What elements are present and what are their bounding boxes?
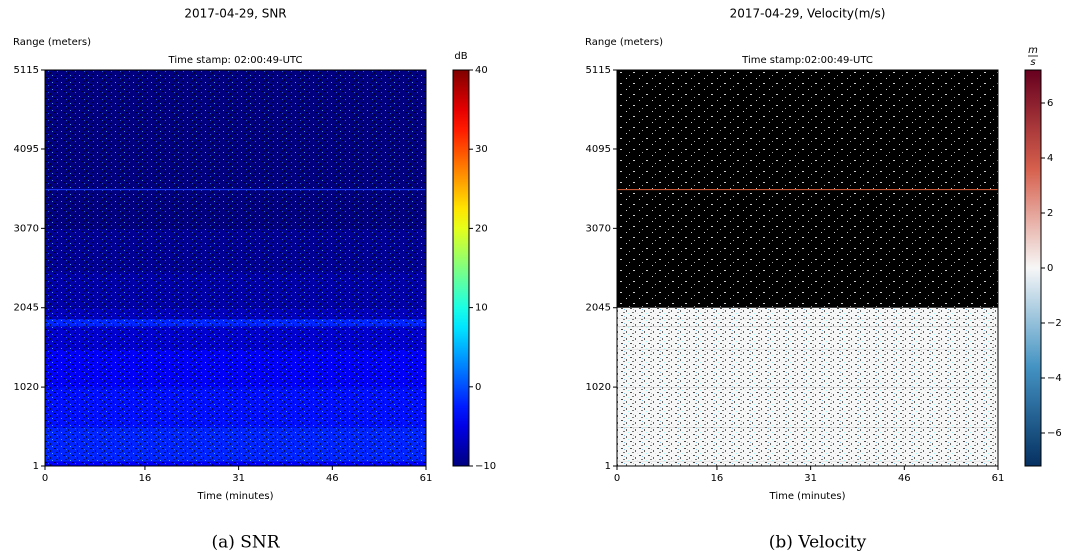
colorbar-tick-label: 4 <box>1047 153 1053 164</box>
band-texture <box>45 326 426 350</box>
y-axis-label: Range (meters) <box>585 37 663 48</box>
band-texture <box>617 326 998 350</box>
band-texture <box>617 349 998 388</box>
plot-frame <box>616 69 999 467</box>
x-tick-label: 46 <box>326 473 339 484</box>
colorbar-tick-label: 20 <box>475 223 488 234</box>
x-tick-label: 0 <box>42 473 48 484</box>
x-tick-label: 61 <box>420 473 433 484</box>
x-tick-label: 61 <box>992 473 1005 484</box>
y-tick-label: 1020 <box>14 382 39 393</box>
colorbar-label-den: s <box>1030 57 1035 68</box>
y-tick-label: 5115 <box>586 65 611 76</box>
x-tick-label: 46 <box>898 473 911 484</box>
colorbar-tick-label: 6 <box>1047 98 1053 109</box>
colorbar <box>452 69 470 467</box>
y-tick-label: 3070 <box>586 223 611 234</box>
band-texture <box>617 427 998 462</box>
y-tick-label: 1 <box>33 461 39 472</box>
band-texture <box>45 318 426 327</box>
band-texture <box>45 349 426 388</box>
caption: (b) Velocity <box>769 533 867 553</box>
colorbar-tick-label: 0 <box>1047 263 1053 274</box>
y-tick-label: 1020 <box>586 382 611 393</box>
chart-title: 2017-04-29, SNR <box>184 7 286 21</box>
colorbar <box>1024 69 1042 467</box>
band-texture <box>45 228 426 273</box>
colorbar-tick-label: 40 <box>475 65 488 76</box>
subtitle: Time stamp: 02:00:49-UTC <box>168 55 303 66</box>
colorbar-tick-label: 10 <box>475 303 488 314</box>
colorbar-label: dB <box>454 51 467 62</box>
x-tick-label: 31 <box>232 473 245 484</box>
y-tick-label: 2045 <box>586 303 611 314</box>
colorbar-label-num: m <box>1028 45 1038 56</box>
plot-frame <box>44 69 427 467</box>
y-tick-label: 3070 <box>14 223 39 234</box>
x-tick-label: 31 <box>804 473 817 484</box>
y-tick-label: 2045 <box>14 303 39 314</box>
colorbar-tick-label: 2 <box>1047 208 1053 219</box>
x-tick-label: 16 <box>711 473 724 484</box>
colorbar-tick-label: 0 <box>475 382 481 393</box>
x-tick-label: 0 <box>614 473 620 484</box>
band-texture <box>45 461 426 466</box>
band-texture <box>617 387 998 428</box>
y-tick-label: 1 <box>605 461 611 472</box>
y-tick-label: 5115 <box>14 65 39 76</box>
band-texture <box>617 461 998 466</box>
subtitle: Time stamp:02:00:49-UTC <box>741 55 873 66</box>
band-texture <box>45 70 426 229</box>
x-axis-label: Time (minutes) <box>769 491 846 502</box>
colorbar-tick-label: 30 <box>475 144 488 155</box>
y-axis-label: Range (meters) <box>13 37 91 48</box>
colorbar-tick-label: −4 <box>1047 373 1062 384</box>
band-texture <box>45 427 426 462</box>
colorbar-tick-label: −6 <box>1047 428 1062 439</box>
x-tick-label: 16 <box>139 473 152 484</box>
x-axis-label: Time (minutes) <box>197 491 274 502</box>
colorbar-tick-label: −2 <box>1047 318 1062 329</box>
band-texture <box>617 318 998 327</box>
band-texture <box>45 307 426 319</box>
y-tick-label: 4095 <box>14 144 39 155</box>
chart-title: 2017-04-29, Velocity(m/s) <box>730 7 886 21</box>
colorbar-tick-label: −10 <box>475 461 496 472</box>
y-tick-label: 4095 <box>586 144 611 155</box>
band-texture <box>45 272 426 308</box>
band-texture <box>45 387 426 428</box>
band-texture <box>617 307 998 319</box>
caption: (a) SNR <box>211 533 280 553</box>
